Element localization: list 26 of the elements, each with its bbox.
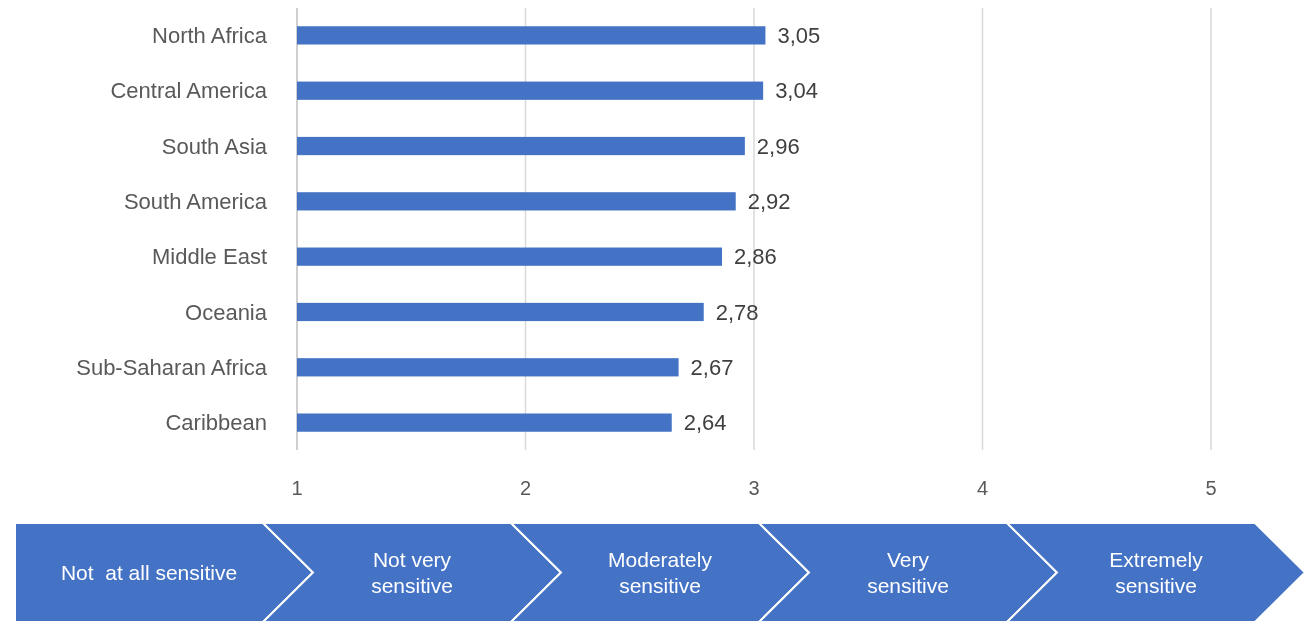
text: Not at all sensitive bbox=[60, 560, 238, 584]
data-label: 2,86 bbox=[734, 244, 777, 270]
x-tick-label: 4 bbox=[976, 477, 989, 499]
y-tick-label: Oceania bbox=[185, 299, 268, 325]
x-tick-label: 5 bbox=[1205, 477, 1217, 499]
y-tick-label: South Asia bbox=[161, 133, 268, 159]
y-tick-label: Central America bbox=[110, 78, 268, 104]
x-tick-label: 1 bbox=[291, 477, 303, 499]
data-label: 2,92 bbox=[747, 189, 791, 215]
x-tick-label: 2 bbox=[519, 477, 532, 499]
text: Very sensitive bbox=[867, 547, 949, 597]
text: Moderately sensitive bbox=[608, 547, 713, 597]
data-label: 2,67 bbox=[690, 355, 734, 380]
data-label: 2,96 bbox=[756, 133, 800, 159]
data-label: 3,04 bbox=[775, 78, 818, 104]
text: Extremely sensitive bbox=[1109, 547, 1204, 597]
y-tick-label: Middle East bbox=[152, 244, 267, 270]
x-tick-label: 3 bbox=[748, 477, 760, 499]
data-label: 3,05 bbox=[777, 23, 821, 49]
text: Not very sensitive bbox=[371, 547, 453, 597]
data-label: 2,78 bbox=[715, 299, 759, 325]
y-tick-label: South America bbox=[123, 189, 268, 215]
y-tick-label: Caribbean bbox=[165, 410, 267, 436]
y-tick-label: North Africa bbox=[152, 23, 268, 49]
data-label: 2,64 bbox=[683, 410, 727, 436]
y-tick-label: Sub-Saharan Africa bbox=[76, 355, 268, 380]
